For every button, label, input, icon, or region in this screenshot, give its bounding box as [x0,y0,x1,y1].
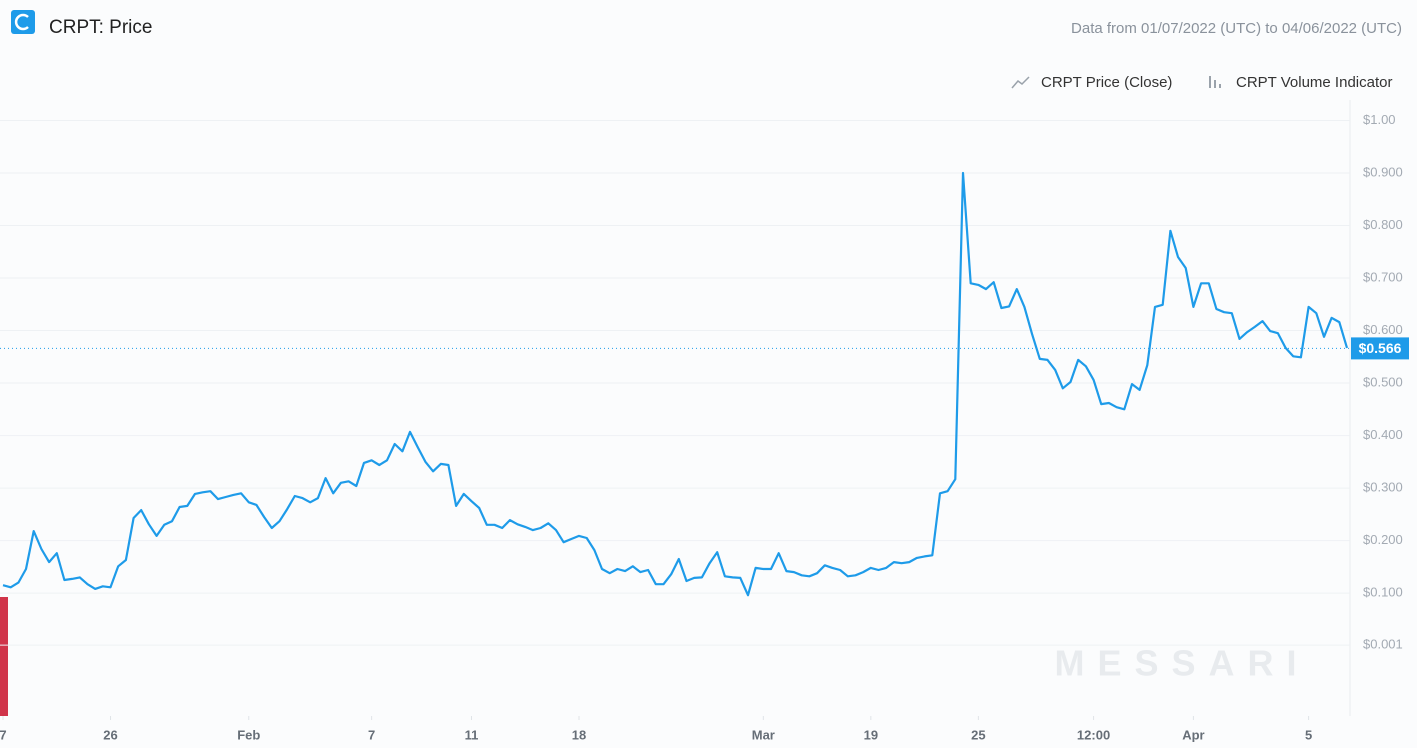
x-tick-label: 11 [465,727,479,742]
x-tick-label: 7 [0,727,7,742]
y-tick-label: $0.900 [1363,164,1403,179]
y-tick-label: $0.300 [1363,480,1403,495]
logo [11,10,35,34]
x-tick-label: 5 [1305,727,1312,742]
x-tick-label: 12:00 [1077,727,1110,742]
x-tick-label: 7 [368,727,375,742]
x-tick-label: Mar [752,727,775,742]
x-tick-label: 26 [103,727,117,742]
subtitle: Data from 01/07/2022 (UTC) to 04/06/2022… [1071,20,1402,37]
y-tick-label: $0.100 [1363,585,1403,600]
y-tick-label: $0.800 [1363,217,1403,232]
chart-title: CRPT: Price [49,17,152,38]
y-tick-label: $1.00 [1363,112,1396,127]
last-price-tag [1351,337,1409,360]
logo-glyph [14,13,29,31]
legend-label[interactable]: CRPT Volume Indicator [1236,74,1392,91]
y-tick-label: $0.500 [1363,374,1403,389]
y-tick-label: $0.600 [1363,322,1403,337]
price-line [2,171,1349,597]
last-price-label: $0.566 [1359,340,1402,356]
y-tick-label: $0.700 [1363,269,1403,284]
x-tick-label: 19 [864,727,878,742]
legend-label[interactable]: CRPT Price (Close) [1041,74,1172,91]
watermark: MESSARI [1054,643,1309,684]
y-tick-label: $0.001 [1363,637,1403,652]
y-tick-label: $0.200 [1363,532,1403,547]
x-tick-label: Feb [237,727,260,742]
x-tick-label: 18 [572,727,586,742]
x-tick-label: 25 [971,727,985,742]
x-tick-label: Apr [1182,727,1204,742]
volume-bar [0,597,8,716]
legend-icon-bars [1209,76,1221,88]
legend-icon-line [1011,76,1030,89]
y-tick-label: $0.400 [1363,427,1403,442]
